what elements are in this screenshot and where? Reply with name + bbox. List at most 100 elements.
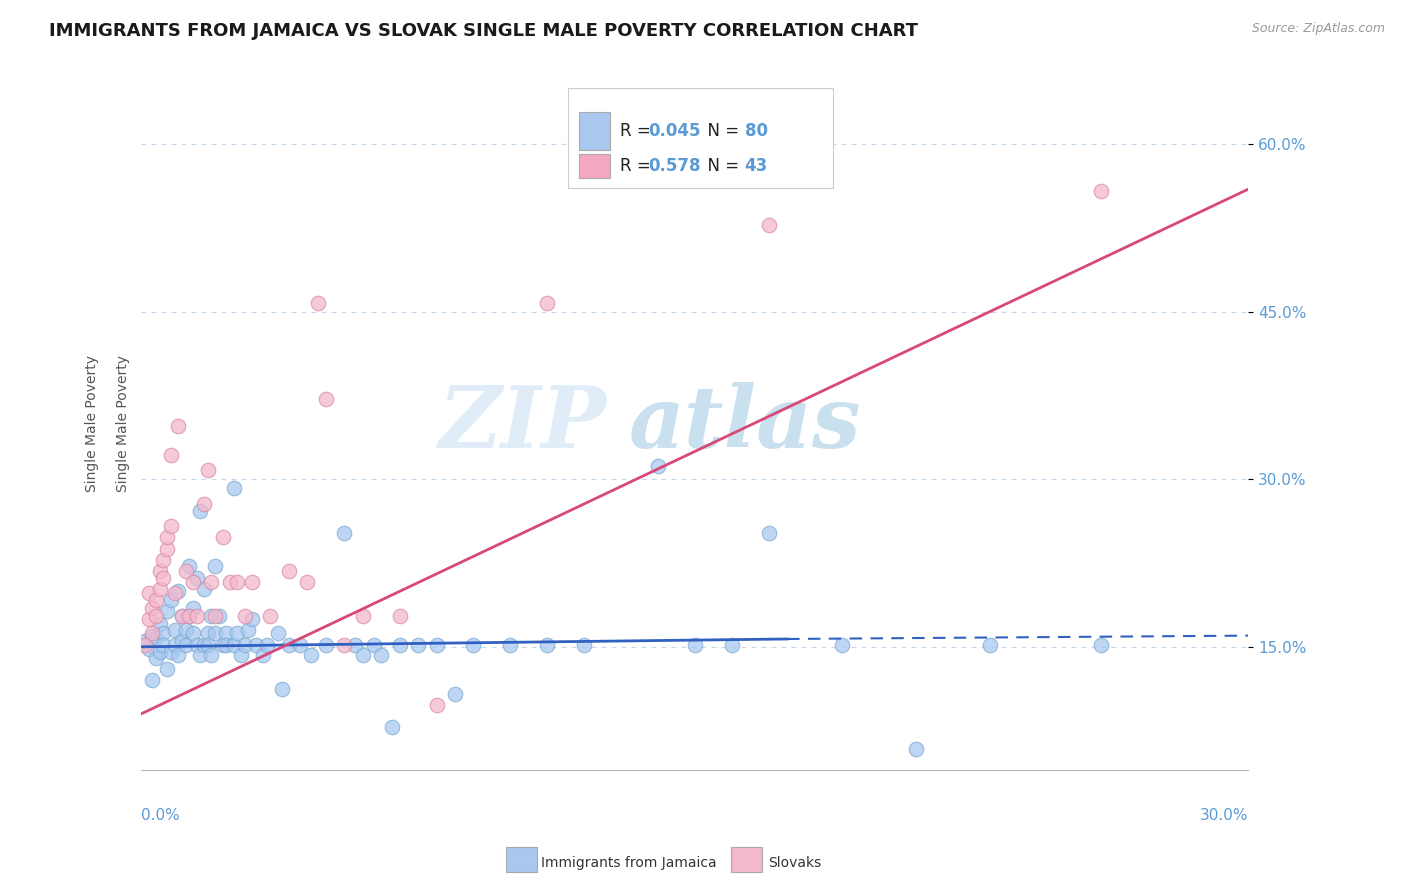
Point xyxy=(308,296,330,310)
Text: Source: ZipAtlas.com: Source: ZipAtlas.com xyxy=(1251,22,1385,36)
Point xyxy=(381,720,404,734)
Text: R =: R = xyxy=(620,121,655,140)
Point xyxy=(222,638,245,652)
Point xyxy=(197,626,219,640)
Point xyxy=(160,645,183,659)
Point xyxy=(197,463,219,477)
Point xyxy=(267,626,290,640)
Point xyxy=(720,638,742,652)
Point xyxy=(181,575,204,590)
Point xyxy=(193,638,215,652)
Point xyxy=(215,638,238,652)
Point xyxy=(647,458,669,473)
Y-axis label: Single Male Poverty: Single Male Poverty xyxy=(117,355,131,492)
Point xyxy=(240,612,263,626)
Point xyxy=(174,564,197,578)
Point xyxy=(406,638,429,652)
Point xyxy=(181,626,204,640)
Point xyxy=(572,638,595,652)
Point xyxy=(174,623,197,637)
Point xyxy=(297,575,319,590)
Point xyxy=(163,623,186,637)
Point xyxy=(333,525,356,540)
Point xyxy=(204,559,226,574)
Text: 0.0%: 0.0% xyxy=(142,808,180,823)
Point xyxy=(145,593,167,607)
Point xyxy=(252,648,274,662)
Point xyxy=(179,608,201,623)
Point xyxy=(170,608,193,623)
Point xyxy=(138,612,160,626)
Point xyxy=(758,218,780,232)
Point xyxy=(315,392,337,406)
Text: atlas: atlas xyxy=(628,382,860,466)
Point xyxy=(163,638,186,652)
Point xyxy=(536,296,558,310)
Point xyxy=(141,673,163,688)
Point xyxy=(344,638,367,652)
Point xyxy=(425,698,447,712)
Text: N =: N = xyxy=(697,121,744,140)
Point xyxy=(152,626,174,640)
Point xyxy=(333,638,356,652)
Point xyxy=(167,418,190,433)
Point xyxy=(388,608,411,623)
Point xyxy=(831,638,853,652)
Point xyxy=(200,608,222,623)
Point xyxy=(145,631,167,645)
Point xyxy=(141,626,163,640)
Point xyxy=(149,645,172,659)
Point xyxy=(134,638,156,652)
Point xyxy=(138,642,160,657)
Point xyxy=(141,600,163,615)
Text: 0.578: 0.578 xyxy=(648,157,700,175)
Text: R =: R = xyxy=(620,157,655,175)
Point xyxy=(152,571,174,585)
Point xyxy=(200,648,222,662)
Point xyxy=(170,608,193,623)
Point xyxy=(499,638,522,652)
Point xyxy=(204,608,226,623)
Point xyxy=(167,648,190,662)
Text: ZIP: ZIP xyxy=(439,382,606,466)
Point xyxy=(425,638,447,652)
Point xyxy=(240,575,263,590)
Point xyxy=(156,604,179,618)
Text: Immigrants from Jamaica: Immigrants from Jamaica xyxy=(541,855,717,870)
Point xyxy=(278,564,301,578)
Point xyxy=(352,648,374,662)
Point xyxy=(167,584,190,599)
Point xyxy=(160,448,183,462)
Point xyxy=(315,638,337,652)
Point xyxy=(163,586,186,600)
Point xyxy=(160,519,183,533)
Point xyxy=(156,541,179,556)
Point xyxy=(288,638,311,652)
Point xyxy=(215,626,238,640)
Point xyxy=(245,638,267,652)
Point xyxy=(170,634,193,648)
Point xyxy=(259,608,281,623)
Point xyxy=(979,638,1001,652)
Point xyxy=(181,600,204,615)
Point xyxy=(233,608,256,623)
Point xyxy=(174,638,197,652)
Point xyxy=(905,742,928,756)
Point xyxy=(1090,638,1112,652)
FancyBboxPatch shape xyxy=(568,87,834,188)
FancyBboxPatch shape xyxy=(579,112,610,150)
Point xyxy=(388,638,411,652)
Text: 0.045: 0.045 xyxy=(648,121,700,140)
Text: Slovaks: Slovaks xyxy=(768,855,821,870)
Point xyxy=(179,608,201,623)
Point xyxy=(352,608,374,623)
Point xyxy=(208,608,231,623)
Point xyxy=(256,638,278,652)
Point xyxy=(211,530,233,544)
Point xyxy=(149,564,172,578)
Text: N =: N = xyxy=(697,157,744,175)
Text: 30.0%: 30.0% xyxy=(1199,808,1249,823)
Point xyxy=(229,648,252,662)
Point xyxy=(222,481,245,495)
Point xyxy=(278,638,301,652)
